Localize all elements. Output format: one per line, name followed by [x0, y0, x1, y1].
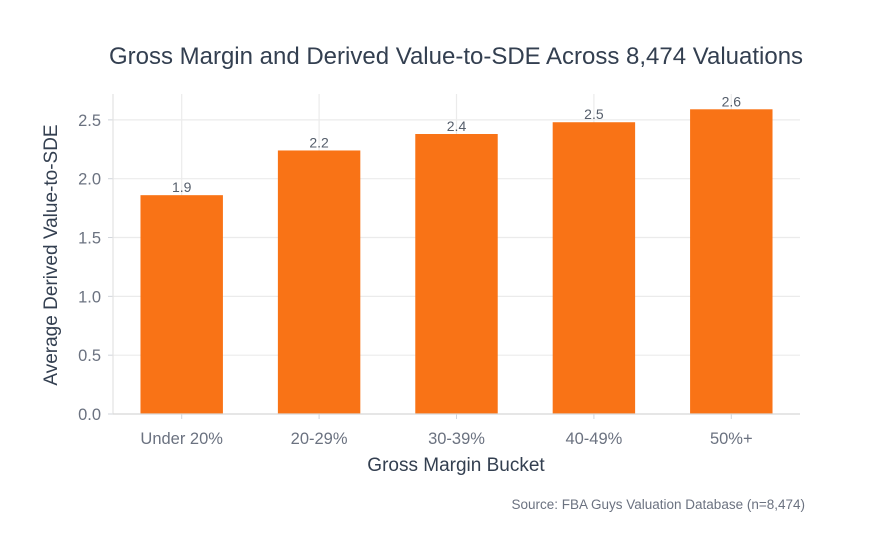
bar-data-label: 2.2: [309, 134, 329, 150]
bar-data-label: 2.6: [722, 93, 742, 109]
source-note: Source: FBA Guys Valuation Database (n=8…: [511, 497, 805, 512]
bar-data-label: 1.9: [172, 179, 192, 195]
y-tick-label: 2.0: [78, 171, 101, 189]
y-tick-label: 1.5: [78, 230, 101, 248]
bar-data-label: 2.4: [447, 118, 467, 134]
x-tick-label: 30-39%: [428, 430, 485, 448]
chart-title: Gross Margin and Derived Value-to-SDE Ac…: [109, 43, 803, 70]
y-tick-label: 2.5: [78, 112, 101, 130]
y-tick-label: 0.0: [78, 406, 101, 424]
x-tick-label: 20-29%: [291, 430, 348, 448]
bar: [277, 150, 361, 414]
y-tick-label: 0.5: [78, 347, 101, 365]
bar: [140, 195, 223, 414]
bar: [415, 134, 498, 414]
bar: [552, 122, 636, 414]
x-tick-label: 50%+: [710, 430, 753, 448]
bar: [690, 109, 773, 414]
bar-data-label: 2.5: [584, 106, 604, 122]
axes: 0.0 0.5 1.0 1.5 2.0 2.5 Under 20% 20-29% 30-39% 4…: [78, 94, 800, 448]
x-tick-label: Under 20%: [140, 430, 223, 448]
x-tick-label: 40-49%: [565, 430, 622, 448]
bars: 1.9 2.2 2.4 2.5 2.6: [140, 93, 773, 414]
y-tick-label: 1.0: [78, 288, 101, 306]
x-axis-label: Gross Margin Bucket: [367, 455, 545, 476]
y-axis-label: Average Derived Value-to-SDE: [41, 124, 62, 385]
